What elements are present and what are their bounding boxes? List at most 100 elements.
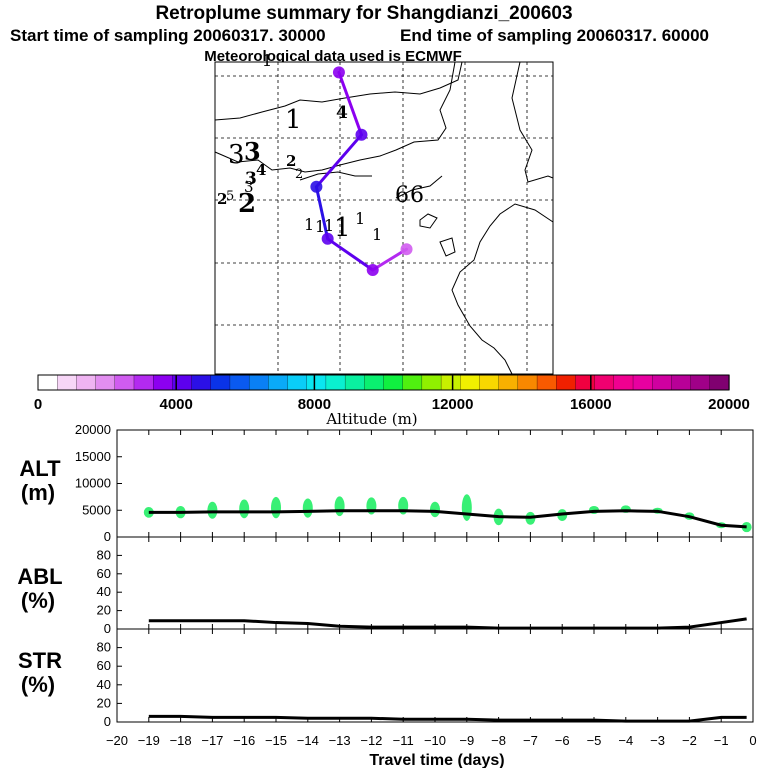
colorbar-cell (652, 374, 673, 391)
colorbar-tick-label: 8000 (298, 396, 331, 413)
x-tick-label: −7 (523, 733, 538, 748)
colorbar-cell (556, 374, 577, 391)
colorbar-cell (153, 374, 174, 391)
colorbar-frame (37, 374, 730, 391)
map-label: 1 (285, 105, 302, 135)
trajectory-segment (314, 185, 330, 241)
x-tick-label: −17 (201, 733, 223, 748)
colorbar-cell (709, 374, 730, 391)
map-label: 1 (334, 213, 351, 243)
map-label: 1 (355, 209, 365, 228)
x-tick-label: −12 (360, 733, 382, 748)
colorbar-cell (402, 374, 423, 391)
x-tick-label: −6 (555, 733, 570, 748)
trajectory-segment (337, 70, 363, 137)
abl-panel: 0 20 40 60 80 ABL(%) (17, 536, 754, 636)
alt-spread (207, 501, 218, 519)
panel-yunit: (m) (21, 480, 55, 505)
colorbar-cells (37, 374, 730, 391)
y-tick-label: 60 (97, 658, 111, 673)
chart-title: Retroplume summary for Shangdianzi_20060… (155, 3, 572, 24)
series-line (148, 509, 747, 529)
x-axis-label: Travel time (days) (369, 752, 504, 768)
map-frame (214, 61, 554, 375)
map-panel: 1 1 4 3 3 2 4 3 2 2 2 3 5 6 6 1 1 1 1 1 … (214, 51, 554, 375)
panel-ylabel: ALT (19, 456, 61, 481)
x-tick-label: −10 (424, 733, 446, 748)
panel-yunit: (%) (21, 672, 55, 697)
x-tick-label: −9 (459, 733, 474, 748)
x-tick-labels: −20 −19 −18 −17 −16 −15 −14 −13 −12 −11 −10 −9 −8 −7−… (106, 733, 757, 748)
colorbar-cell (632, 374, 653, 391)
map-label: 5 (226, 189, 234, 204)
trajectory-point (321, 232, 334, 245)
colorbar-cell (575, 374, 596, 391)
map-label: 6 (395, 183, 409, 208)
map-label: 4 (256, 161, 266, 179)
colorbar-cell (268, 374, 289, 391)
x-tick-label: −8 (491, 733, 506, 748)
colorbar-cell (671, 374, 692, 391)
y-tick-label: 40 (97, 584, 111, 599)
colorbar-cell (133, 374, 154, 391)
x-tick-label: −4 (618, 733, 633, 748)
time-series-panels: 05000100001500020000ALT(m)020406080ABL(%… (17, 422, 756, 748)
panel-frame (116, 628, 754, 723)
colorbar-cell (479, 374, 500, 391)
colorbar-cell (594, 374, 615, 391)
y-tick-label: 40 (97, 677, 111, 692)
map-point-labels: 1 1 4 3 3 2 4 3 2 2 2 3 5 6 6 1 1 1 1 1 … (217, 51, 424, 244)
colorbar-cell (306, 374, 327, 391)
trajectory-segment (326, 237, 375, 272)
colorbar-cell (114, 374, 135, 391)
colorbar-cell (248, 374, 269, 391)
panel-ylabel: STR (18, 648, 62, 673)
alt-spread (302, 498, 313, 518)
colorbar-cell (95, 374, 116, 391)
y-tick-label: 20 (97, 695, 111, 710)
colorbar-cell (229, 374, 250, 391)
trajectory-point (332, 66, 345, 79)
y-tick-label: 60 (97, 566, 111, 581)
colorbar-cell (690, 374, 711, 391)
colorbar-cell (76, 374, 97, 391)
colorbar-cell (613, 374, 634, 391)
colorbar-cell (325, 374, 346, 391)
map-label: 1 (304, 215, 314, 234)
panel-frame (116, 536, 754, 630)
y-tick-label: 10000 (75, 476, 111, 491)
x-tick-label: −13 (329, 733, 351, 748)
str-panel: 0 20 40 60 80 STR(%) (18, 628, 754, 729)
map-label: 3 (245, 169, 257, 189)
x-tick-label: −16 (233, 733, 255, 748)
trajectory-layer (310, 66, 413, 276)
y-tick-label: 80 (97, 547, 111, 562)
colorbar-cell (172, 374, 193, 391)
colorbar-cell (440, 374, 461, 391)
series-line (148, 617, 747, 630)
map-label: 3 (244, 178, 254, 196)
colorbar-cell (460, 374, 481, 391)
y-tick-label: 0 (104, 714, 111, 729)
map-label: 3 (228, 140, 245, 170)
panel-yunit: (%) (21, 588, 55, 613)
series-line (148, 714, 747, 723)
colorbar-cell (536, 374, 557, 391)
colorbar-tick-label: 12000 (432, 396, 474, 413)
x-tick-label: −19 (138, 733, 160, 748)
colorbar-cell (57, 374, 78, 391)
map-label: 4 (336, 103, 348, 123)
map-label: 2 (217, 190, 227, 208)
x-tick-label: −18 (170, 733, 192, 748)
map-label: 1 (372, 225, 382, 244)
trajectory-segment (314, 133, 363, 189)
colorbar: 0 4000 8000 12000 16000 20000 Altitude (m) (34, 374, 750, 428)
map-coastlines (214, 61, 554, 375)
colorbar-cell (517, 374, 538, 391)
panel-frame (116, 429, 754, 538)
y-tick-label: 0 (104, 621, 111, 636)
colorbar-cell (364, 374, 385, 391)
colorbar-ticks: 0 4000 8000 12000 16000 20000 (34, 375, 750, 413)
colorbar-label: Altitude (m) (325, 410, 417, 428)
